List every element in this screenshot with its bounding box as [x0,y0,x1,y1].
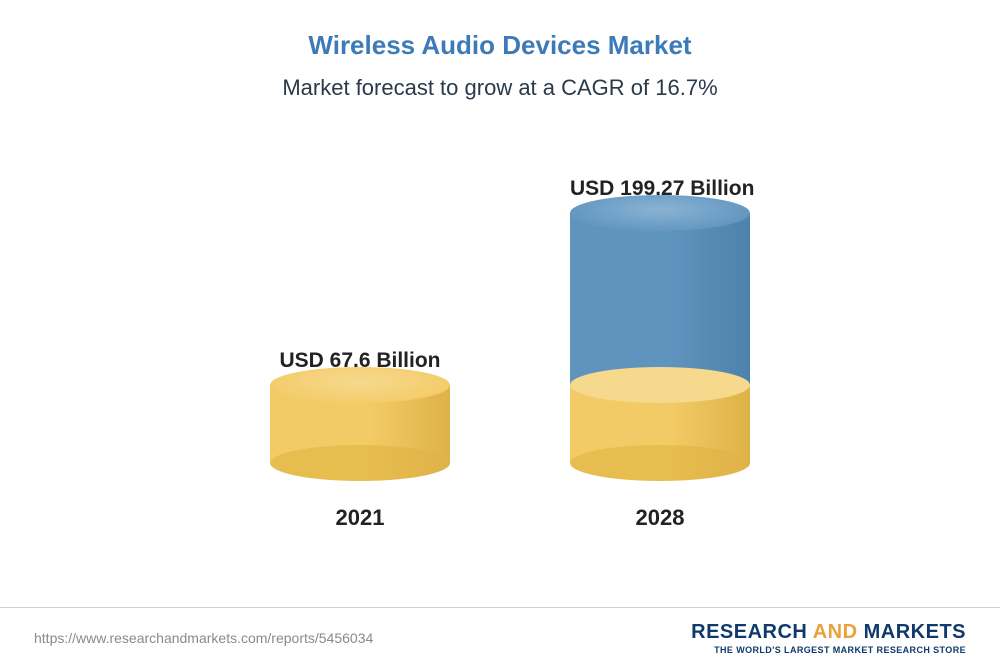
bar-year-label: 2021 [270,505,450,531]
footer: https://www.researchandmarkets.com/repor… [0,607,1000,667]
cylinder-top-ellipse [570,195,750,231]
logo-word2: AND [813,621,858,643]
bar-year-label: 2028 [570,505,750,531]
logo-word3: MARKETS [864,621,966,643]
logo-tagline: THE WORLD'S LARGEST MARKET RESEARCH STOR… [691,645,966,655]
cylinder-top-ellipse [270,367,450,403]
source-url: https://www.researchandmarkets.com/repor… [34,630,373,646]
cylinder-segment [570,213,750,385]
chart-area: USD 67.6 Billion 2021 USD 199.27 Billion… [40,141,960,541]
bar-2021: USD 67.6 Billion 2021 [270,349,450,531]
chart-subtitle: Market forecast to grow at a CAGR of 16.… [40,75,960,101]
cylinder-bottom-ellipse [570,445,750,481]
cylinder-segment [270,385,450,463]
brand-logo: RESEARCH AND MARKETS THE WORLD'S LARGEST… [691,621,966,655]
cylinder-segment [570,385,750,463]
chart-title: Wireless Audio Devices Market [40,30,960,61]
cylinder-bottom-ellipse [270,445,450,481]
logo-word1: RESEARCH [691,621,807,643]
bar-2028: USD 199.27 Billion 2028 [570,177,750,531]
